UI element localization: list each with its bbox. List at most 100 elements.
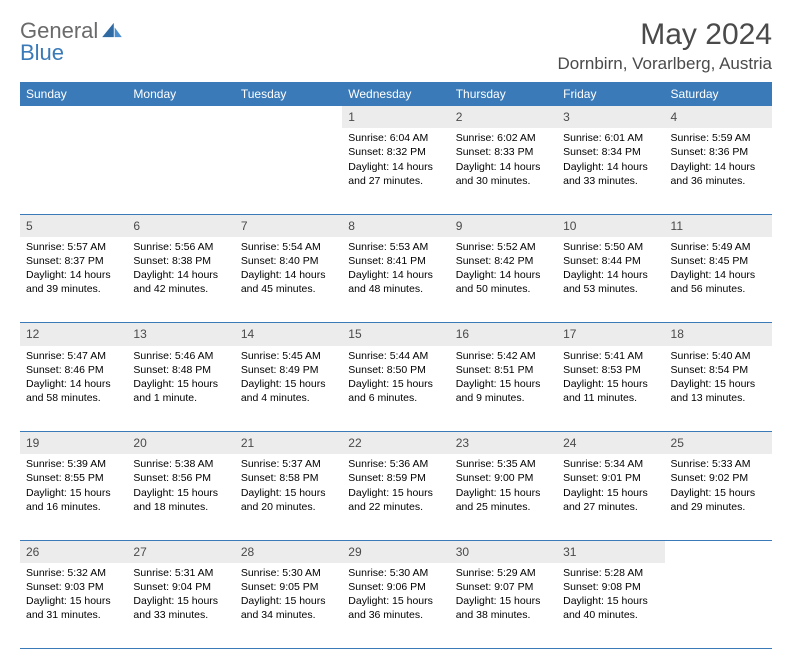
daylight-text: Daylight: 15 hours and 18 minutes.	[133, 486, 228, 514]
sunrise-text: Sunrise: 5:47 AM	[26, 349, 121, 363]
sunset-text: Sunset: 8:59 PM	[348, 471, 443, 485]
calendar-week-row: Sunrise: 5:47 AMSunset: 8:46 PMDaylight:…	[20, 346, 772, 432]
daylight-text: Daylight: 15 hours and 9 minutes.	[456, 377, 551, 405]
title-block: May 2024 Dornbirn, Vorarlberg, Austria	[558, 18, 773, 74]
daylight-text: Daylight: 14 hours and 36 minutes.	[671, 160, 766, 188]
day-number-cell	[665, 540, 772, 563]
sunset-text: Sunset: 8:42 PM	[456, 254, 551, 268]
cell-body: Sunrise: 5:57 AMSunset: 8:37 PMDaylight:…	[20, 237, 127, 297]
sunrise-text: Sunrise: 5:50 AM	[563, 240, 658, 254]
day-number-cell: 21	[235, 432, 342, 455]
day-number-cell: 3	[557, 106, 664, 128]
daylight-text: Daylight: 15 hours and 33 minutes.	[133, 594, 228, 622]
sunset-text: Sunset: 8:54 PM	[671, 363, 766, 377]
cell-body: Sunrise: 5:49 AMSunset: 8:45 PMDaylight:…	[665, 237, 772, 297]
daylight-text: Daylight: 15 hours and 4 minutes.	[241, 377, 336, 405]
calendar-cell: Sunrise: 6:01 AMSunset: 8:34 PMDaylight:…	[557, 128, 664, 214]
daylight-text: Daylight: 14 hours and 39 minutes.	[26, 268, 121, 296]
calendar-cell: Sunrise: 5:34 AMSunset: 9:01 PMDaylight:…	[557, 454, 664, 540]
day-number-cell: 15	[342, 323, 449, 346]
calendar-cell: Sunrise: 5:38 AMSunset: 8:56 PMDaylight:…	[127, 454, 234, 540]
weekday-header: Tuesday	[235, 82, 342, 106]
day-number-cell: 29	[342, 540, 449, 563]
sunset-text: Sunset: 8:56 PM	[133, 471, 228, 485]
day-number-cell	[127, 106, 234, 128]
daylight-text: Daylight: 15 hours and 11 minutes.	[563, 377, 658, 405]
daylight-text: Daylight: 15 hours and 25 minutes.	[456, 486, 551, 514]
sunset-text: Sunset: 9:04 PM	[133, 580, 228, 594]
sunrise-text: Sunrise: 5:34 AM	[563, 457, 658, 471]
cell-body: Sunrise: 5:50 AMSunset: 8:44 PMDaylight:…	[557, 237, 664, 297]
calendar-cell: Sunrise: 5:54 AMSunset: 8:40 PMDaylight:…	[235, 237, 342, 323]
weekday-header-row: SundayMondayTuesdayWednesdayThursdayFrid…	[20, 82, 772, 106]
calendar-cell: Sunrise: 5:37 AMSunset: 8:58 PMDaylight:…	[235, 454, 342, 540]
cell-body: Sunrise: 5:35 AMSunset: 9:00 PMDaylight:…	[450, 454, 557, 514]
calendar-cell: Sunrise: 5:31 AMSunset: 9:04 PMDaylight:…	[127, 563, 234, 649]
daylight-text: Daylight: 15 hours and 27 minutes.	[563, 486, 658, 514]
day-number-cell: 19	[20, 432, 127, 455]
sunrise-text: Sunrise: 5:45 AM	[241, 349, 336, 363]
sunrise-text: Sunrise: 5:28 AM	[563, 566, 658, 580]
sunrise-text: Sunrise: 5:30 AM	[241, 566, 336, 580]
calendar-cell: Sunrise: 5:35 AMSunset: 9:00 PMDaylight:…	[450, 454, 557, 540]
day-number-cell: 13	[127, 323, 234, 346]
calendar-cell: Sunrise: 5:30 AMSunset: 9:06 PMDaylight:…	[342, 563, 449, 649]
calendar-cell: Sunrise: 5:57 AMSunset: 8:37 PMDaylight:…	[20, 237, 127, 323]
sunset-text: Sunset: 8:32 PM	[348, 145, 443, 159]
weekday-header: Wednesday	[342, 82, 449, 106]
day-number-cell: 14	[235, 323, 342, 346]
sunrise-text: Sunrise: 5:39 AM	[26, 457, 121, 471]
cell-body: Sunrise: 5:29 AMSunset: 9:07 PMDaylight:…	[450, 563, 557, 623]
sunset-text: Sunset: 8:44 PM	[563, 254, 658, 268]
calendar-cell: Sunrise: 6:02 AMSunset: 8:33 PMDaylight:…	[450, 128, 557, 214]
calendar-week-row: Sunrise: 6:04 AMSunset: 8:32 PMDaylight:…	[20, 128, 772, 214]
day-number-cell: 4	[665, 106, 772, 128]
sunset-text: Sunset: 8:38 PM	[133, 254, 228, 268]
sunset-text: Sunset: 8:50 PM	[348, 363, 443, 377]
sunset-text: Sunset: 9:01 PM	[563, 471, 658, 485]
cell-body: Sunrise: 5:39 AMSunset: 8:55 PMDaylight:…	[20, 454, 127, 514]
weekday-header: Thursday	[450, 82, 557, 106]
cell-body: Sunrise: 5:38 AMSunset: 8:56 PMDaylight:…	[127, 454, 234, 514]
daylight-text: Daylight: 14 hours and 53 minutes.	[563, 268, 658, 296]
sunrise-text: Sunrise: 5:37 AM	[241, 457, 336, 471]
cell-body: Sunrise: 6:04 AMSunset: 8:32 PMDaylight:…	[342, 128, 449, 188]
sunset-text: Sunset: 8:34 PM	[563, 145, 658, 159]
sunset-text: Sunset: 8:55 PM	[26, 471, 121, 485]
daylight-text: Daylight: 14 hours and 42 minutes.	[133, 268, 228, 296]
daylight-text: Daylight: 15 hours and 22 minutes.	[348, 486, 443, 514]
day-number-cell: 6	[127, 214, 234, 237]
cell-body: Sunrise: 5:34 AMSunset: 9:01 PMDaylight:…	[557, 454, 664, 514]
daylight-text: Daylight: 14 hours and 27 minutes.	[348, 160, 443, 188]
daylight-text: Daylight: 15 hours and 38 minutes.	[456, 594, 551, 622]
calendar-cell: Sunrise: 5:50 AMSunset: 8:44 PMDaylight:…	[557, 237, 664, 323]
day-number-cell	[20, 106, 127, 128]
sunset-text: Sunset: 8:45 PM	[671, 254, 766, 268]
sunrise-text: Sunrise: 5:32 AM	[26, 566, 121, 580]
day-number-cell: 26	[20, 540, 127, 563]
daylight-text: Daylight: 14 hours and 48 minutes.	[348, 268, 443, 296]
sunset-text: Sunset: 8:49 PM	[241, 363, 336, 377]
day-number-cell: 8	[342, 214, 449, 237]
sunrise-text: Sunrise: 5:54 AM	[241, 240, 336, 254]
sunset-text: Sunset: 8:37 PM	[26, 254, 121, 268]
sunrise-text: Sunrise: 5:59 AM	[671, 131, 766, 145]
day-number-row: 262728293031	[20, 540, 772, 563]
sunset-text: Sunset: 9:00 PM	[456, 471, 551, 485]
sunrise-text: Sunrise: 5:36 AM	[348, 457, 443, 471]
calendar-cell: Sunrise: 5:59 AMSunset: 8:36 PMDaylight:…	[665, 128, 772, 214]
day-number-cell	[235, 106, 342, 128]
sunrise-text: Sunrise: 6:01 AM	[563, 131, 658, 145]
cell-body: Sunrise: 5:53 AMSunset: 8:41 PMDaylight:…	[342, 237, 449, 297]
day-number-cell: 20	[127, 432, 234, 455]
cell-body: Sunrise: 5:36 AMSunset: 8:59 PMDaylight:…	[342, 454, 449, 514]
sunrise-text: Sunrise: 5:57 AM	[26, 240, 121, 254]
cell-body: Sunrise: 5:54 AMSunset: 8:40 PMDaylight:…	[235, 237, 342, 297]
cell-body: Sunrise: 5:46 AMSunset: 8:48 PMDaylight:…	[127, 346, 234, 406]
sunset-text: Sunset: 9:03 PM	[26, 580, 121, 594]
header: GeneralBlue May 2024 Dornbirn, Vorarlber…	[20, 18, 772, 74]
calendar-table: SundayMondayTuesdayWednesdayThursdayFrid…	[20, 82, 772, 649]
calendar-cell	[127, 128, 234, 214]
daylight-text: Daylight: 14 hours and 33 minutes.	[563, 160, 658, 188]
sunset-text: Sunset: 8:33 PM	[456, 145, 551, 159]
